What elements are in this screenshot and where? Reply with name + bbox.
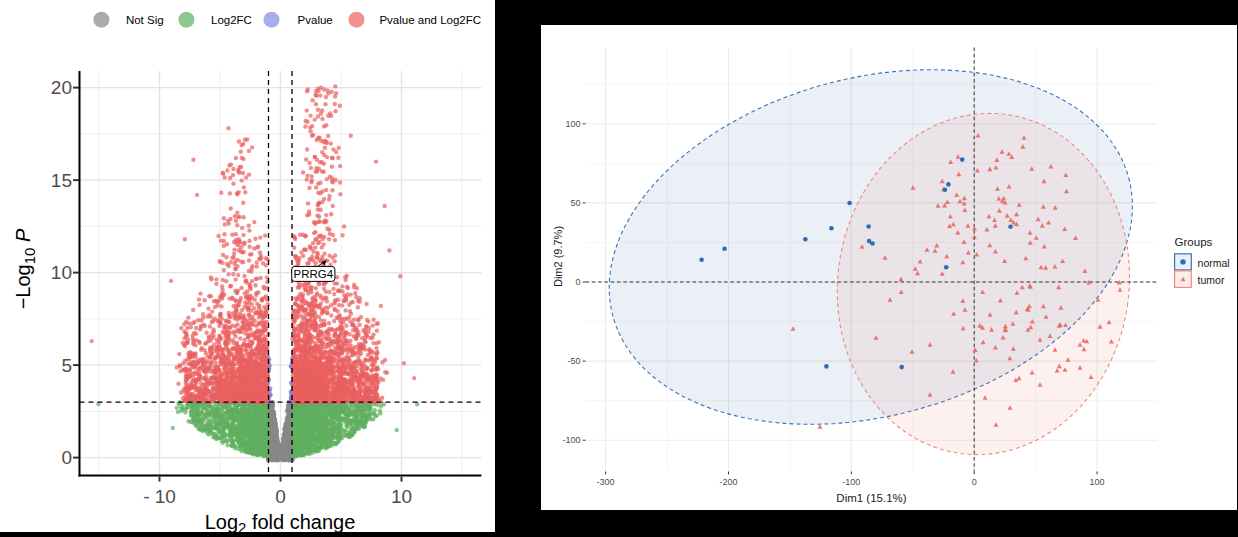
svg-text:- 10: - 10 — [143, 486, 176, 507]
svg-text:−Log10 P: −Log10 P — [12, 228, 38, 309]
svg-text:Log2 fold change: Log2 fold change — [205, 511, 356, 533]
svg-text:Dim1 (15.1%): Dim1 (15.1%) — [836, 492, 906, 504]
svg-text:5: 5 — [61, 355, 72, 376]
svg-text:10: 10 — [391, 486, 412, 507]
svg-text:-100: -100 — [562, 435, 580, 445]
svg-text:100: 100 — [565, 119, 580, 129]
svg-text:0: 0 — [275, 486, 286, 507]
svg-text:-300: -300 — [597, 477, 615, 487]
svg-text:0: 0 — [972, 477, 977, 487]
svg-text:Dim2 (9.7%): Dim2 (9.7%) — [552, 226, 564, 287]
svg-text:Log2FC: Log2FC — [211, 14, 252, 26]
svg-text:Groups: Groups — [1175, 236, 1213, 248]
svg-text:tumor: tumor — [1198, 274, 1225, 286]
svg-text:100: 100 — [1090, 477, 1105, 487]
svg-text:0: 0 — [575, 277, 580, 287]
svg-text:10: 10 — [51, 262, 72, 283]
svg-text:Pvalue: Pvalue — [298, 14, 333, 26]
svg-text:normal: normal — [1198, 257, 1230, 269]
svg-text:15: 15 — [51, 170, 72, 191]
svg-text:-50: -50 — [567, 356, 580, 366]
svg-text:-100: -100 — [842, 477, 860, 487]
svg-text:0: 0 — [61, 447, 72, 468]
svg-text:-200: -200 — [719, 477, 737, 487]
svg-text:PRRG4: PRRG4 — [293, 268, 333, 280]
svg-text:50: 50 — [570, 198, 580, 208]
svg-text:20: 20 — [51, 77, 72, 98]
svg-text:Pvalue and Log2FC: Pvalue and Log2FC — [379, 14, 481, 26]
svg-text:Not Sig: Not Sig — [126, 14, 164, 26]
